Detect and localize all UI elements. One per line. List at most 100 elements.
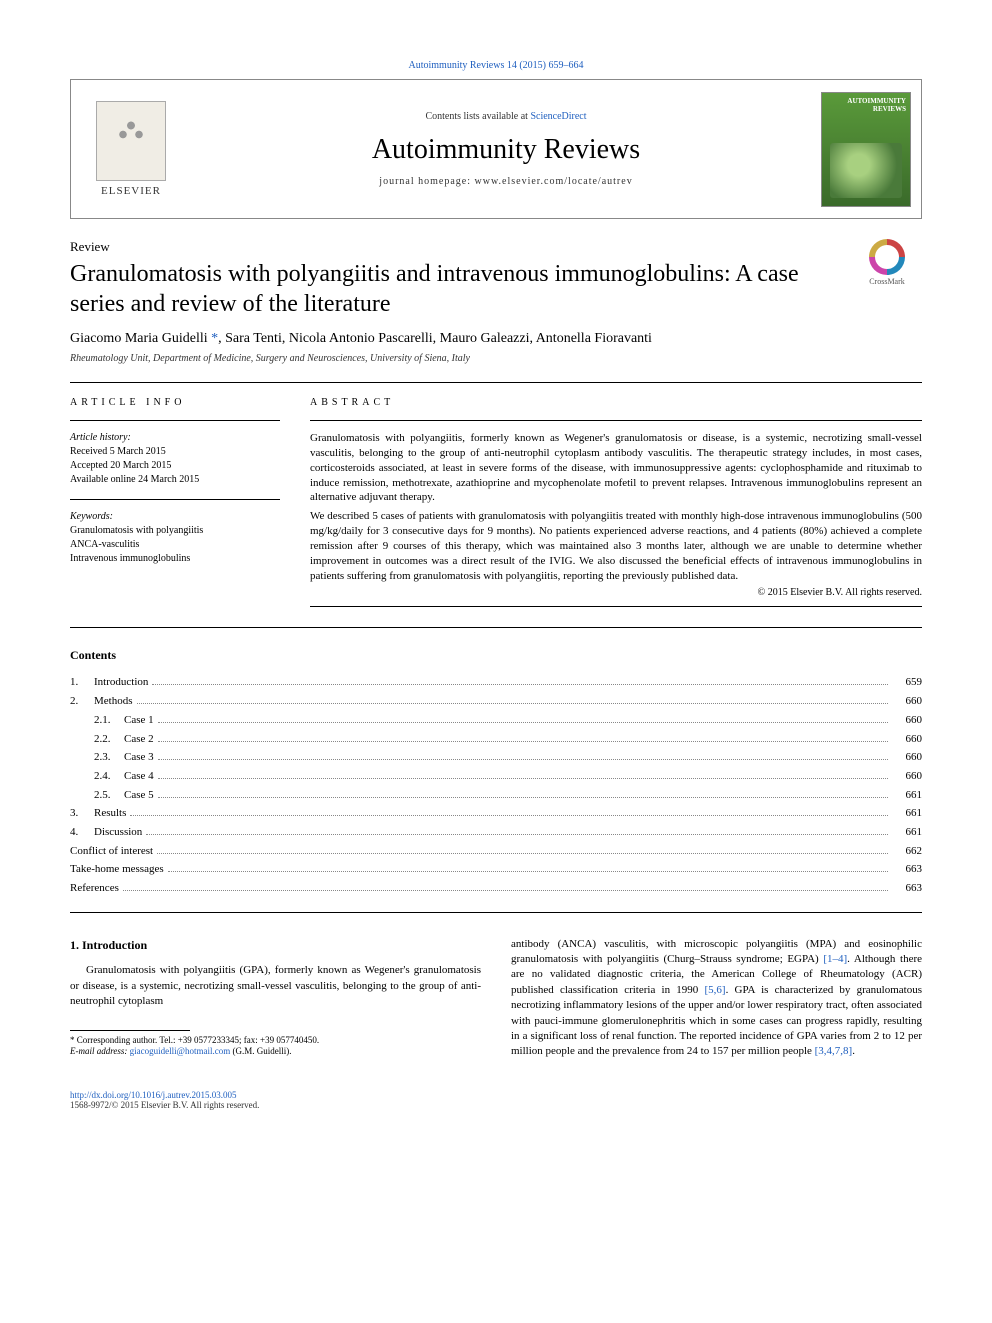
divider [70, 420, 280, 421]
toc-label: Introduction [94, 673, 148, 692]
elsevier-logo[interactable]: ELSEVIER [71, 79, 191, 219]
toc-row[interactable]: 2.1.Case 1 660 [70, 711, 922, 730]
toc-label: Case 3 [124, 748, 154, 767]
toc-row[interactable]: 2.3.Case 3 660 [70, 748, 922, 767]
toc-row[interactable]: Take-home messages 663 [70, 860, 922, 879]
article-info-label: ARTICLE INFO [70, 397, 280, 408]
toc-page: 661 [892, 786, 922, 805]
article-type: Review [70, 239, 922, 255]
toc-dots [158, 759, 888, 760]
online-date: Available online 24 March 2015 [70, 473, 280, 487]
crossmark-icon [869, 239, 905, 275]
affiliation: Rheumatology Unit, Department of Medicin… [70, 353, 922, 364]
toc-row[interactable]: 4.Discussion661 [70, 823, 922, 842]
journal-homepage-url[interactable]: www.elsevier.com/locate/autrev [475, 176, 633, 187]
journal-cover-thumbnail[interactable]: AUTOIMMUNITY REVIEWS [821, 92, 911, 207]
abstract-paragraph: Granulomatosis with polyangiitis, former… [310, 431, 922, 505]
introduction-heading: 1. Introduction [70, 937, 481, 954]
elsevier-tree-icon [96, 101, 166, 181]
toc-row[interactable]: 3.Results 661 [70, 804, 922, 823]
toc-page: 660 [892, 748, 922, 767]
toc-label: Conflict of interest [70, 842, 153, 861]
toc-row[interactable]: 2.5.Case 5 661 [70, 786, 922, 805]
toc-dots [168, 871, 888, 872]
table-of-contents: 1.Introduction6592.Methods6602.1.Case 16… [70, 673, 922, 897]
abstract-label: ABSTRACT [310, 397, 922, 408]
toc-dots [130, 815, 888, 816]
toc-dots [137, 703, 889, 704]
toc-number: 2.4. [94, 767, 124, 786]
contents-heading: Contents [70, 648, 922, 663]
toc-row[interactable]: References 663 [70, 879, 922, 898]
elsevier-label: ELSEVIER [101, 185, 161, 197]
article-history-head: Article history: [70, 431, 280, 445]
toc-page: 661 [892, 804, 922, 823]
toc-dots [152, 684, 888, 685]
reference-link[interactable]: [3,4,7,8] [815, 1045, 853, 1057]
toc-number: 4. [70, 823, 94, 842]
divider [310, 606, 922, 607]
toc-page: 660 [892, 767, 922, 786]
toc-label: Case 5 [124, 786, 154, 805]
footnote-rule [70, 1030, 190, 1031]
header-citation[interactable]: Autoimmunity Reviews 14 (2015) 659–664 [70, 60, 922, 71]
body-text: antibody (ANCA) vasculitis, with microsc… [511, 937, 922, 1060]
keyword: ANCA-vasculitis [70, 538, 280, 552]
toc-number: 3. [70, 804, 94, 823]
toc-number: 2.5. [94, 786, 124, 805]
keywords-head: Keywords: [70, 510, 280, 524]
toc-dots [158, 741, 888, 742]
toc-page: 663 [892, 879, 922, 898]
toc-dots [146, 834, 888, 835]
contents-available: Contents lists available at ScienceDirec… [191, 111, 821, 122]
divider [70, 912, 922, 913]
journal-header: ELSEVIER Contents lists available at Sci… [70, 79, 922, 219]
divider [70, 499, 280, 500]
toc-label: Case 1 [124, 711, 154, 730]
toc-row[interactable]: 2.2.Case 2660 [70, 730, 922, 749]
author-email-link[interactable]: giacoguidelli@hotmail.com [130, 1046, 231, 1056]
toc-dots [158, 797, 888, 798]
toc-number: 2. [70, 692, 94, 711]
toc-row[interactable]: 2.Methods 660 [70, 692, 922, 711]
received-date: Received 5 March 2015 [70, 445, 280, 459]
toc-dots [158, 722, 888, 723]
toc-row[interactable]: Conflict of interest 662 [70, 842, 922, 861]
reference-link[interactable]: [1–4] [823, 953, 847, 965]
toc-dots [123, 890, 888, 891]
authors: Giacomo Maria Guidelli *, Sara Tenti, Ni… [70, 331, 922, 347]
toc-number: 2.3. [94, 748, 124, 767]
crossmark-badge[interactable]: CrossMark [852, 239, 922, 286]
toc-page: 660 [892, 692, 922, 711]
article-title: Granulomatosis with polyangiitis and int… [70, 259, 922, 319]
sciencedirect-link[interactable]: ScienceDirect [530, 111, 586, 122]
corresponding-author-footnote: * Corresponding author. Tel.: +39 057723… [70, 1035, 481, 1047]
toc-page: 663 [892, 860, 922, 879]
email-footnote: E-mail address: giacoguidelli@hotmail.co… [70, 1046, 481, 1058]
keyword: Intravenous immunoglobulins [70, 552, 280, 566]
issn-copyright: 1568-9972/© 2015 Elsevier B.V. All right… [70, 1100, 259, 1110]
toc-label: References [70, 879, 119, 898]
toc-label: Methods [94, 692, 133, 711]
toc-page: 659 [892, 673, 922, 692]
body-text: Granulomatosis with polyangiitis (GPA), … [70, 963, 481, 1009]
toc-label: Results [94, 804, 126, 823]
divider [70, 627, 922, 628]
toc-number: 2.2. [94, 730, 124, 749]
abstract-paragraph: We described 5 cases of patients with gr… [310, 509, 922, 583]
toc-dots [158, 778, 888, 779]
toc-row[interactable]: 2.4.Case 4 660 [70, 767, 922, 786]
toc-row[interactable]: 1.Introduction659 [70, 673, 922, 692]
toc-label: Case 4 [124, 767, 154, 786]
reference-link[interactable]: [5,6] [704, 984, 725, 996]
toc-number: 2.1. [94, 711, 124, 730]
toc-page: 662 [892, 842, 922, 861]
toc-label: Take-home messages [70, 860, 164, 879]
toc-label: Case 2 [124, 730, 154, 749]
keyword: Granulomatosis with polyangiitis [70, 524, 280, 538]
journal-homepage: journal homepage: www.elsevier.com/locat… [191, 176, 821, 187]
doi-link[interactable]: http://dx.doi.org/10.1016/j.autrev.2015.… [70, 1090, 237, 1100]
toc-page: 661 [892, 823, 922, 842]
copyright: © 2015 Elsevier B.V. All rights reserved… [310, 587, 922, 598]
toc-page: 660 [892, 711, 922, 730]
